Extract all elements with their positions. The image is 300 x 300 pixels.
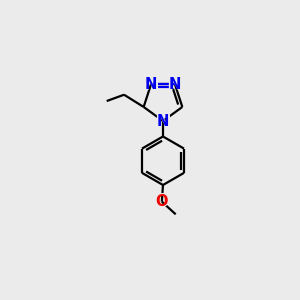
Text: N: N: [145, 77, 157, 92]
Text: N: N: [142, 75, 160, 94]
Text: N: N: [167, 75, 183, 94]
Text: O: O: [153, 192, 170, 211]
Text: N: N: [157, 113, 169, 128]
Text: N: N: [154, 112, 171, 130]
Text: N: N: [169, 77, 181, 92]
Text: O: O: [156, 194, 168, 209]
